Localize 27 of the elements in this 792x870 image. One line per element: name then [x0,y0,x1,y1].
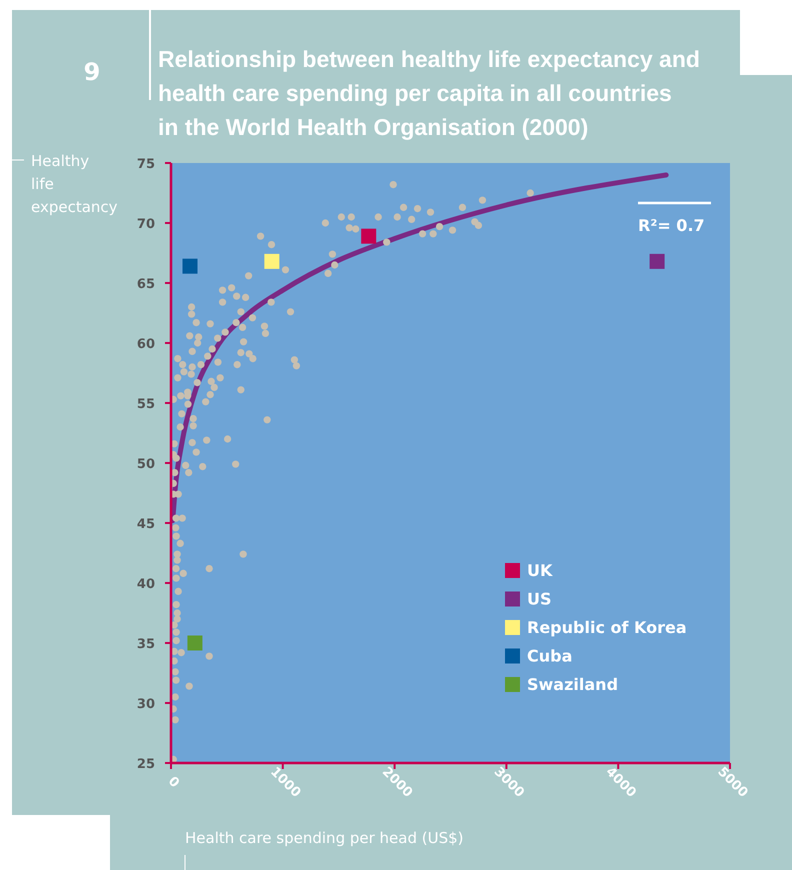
legend-label: UK [527,561,553,580]
y-tick-label: 55 [136,397,155,412]
point [182,258,198,274]
legend-label: Republic of Korea [527,618,687,637]
point [650,254,665,269]
y-tick-label: 30 [136,697,155,712]
text: 9 [84,58,100,86]
legend-label: Cuba [527,646,572,666]
y-tick-label: 50 [136,457,155,472]
y-axis-title: Healthy life expectancy [31,152,118,216]
annotation: R²= 0.7 [638,216,705,235]
y-tick-label: 70 [136,217,155,232]
y-tick-label: 40 [136,577,155,592]
point [187,636,202,650]
legend-label: US [527,590,552,608]
y-tick-label: 65 [136,277,155,292]
point [264,254,280,269]
y-tick-label: 25 [136,757,155,772]
y-tick-label: 35 [136,637,155,652]
y-tick-label: 60 [136,337,155,352]
legend-label: Swaziland [527,675,618,694]
chart-title: Relationship between healthy life expectancy and health care spending per capita in all countries in the World Health Organisation (2000) [158,46,700,140]
y-tick-label: 75 [136,157,155,172]
point [361,228,376,244]
x-axis-title: Health care spending per head (US$) [185,829,464,847]
x-tick-label: 0 [164,774,182,792]
y-tick-label: 45 [136,517,155,532]
